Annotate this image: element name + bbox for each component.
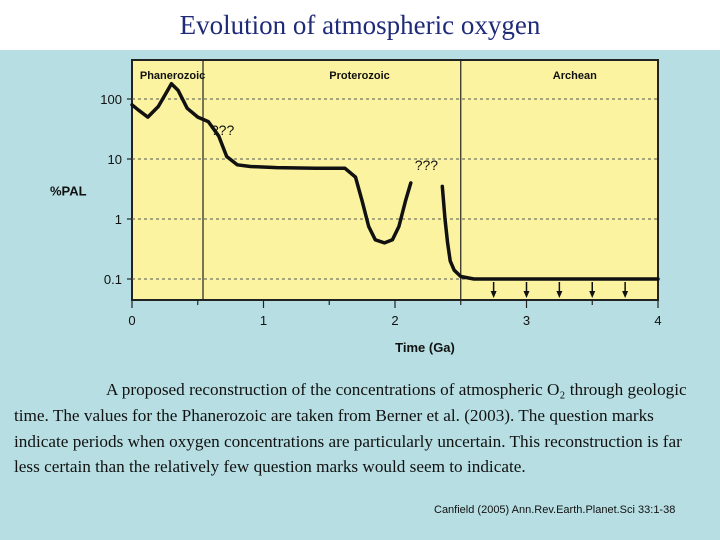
plot-area xyxy=(131,59,659,301)
era-label: Archean xyxy=(553,70,597,82)
uncertainty-annotation: ??? xyxy=(415,157,439,173)
upper-limit-arrowhead xyxy=(523,291,530,298)
y-axis-label: %PAL xyxy=(50,183,87,198)
y-tick-label: 0.1 xyxy=(104,272,122,287)
citation: Canfield (2005) Ann.Rev.Earth.Planet.Sci… xyxy=(434,504,676,516)
x-tick-label: 1 xyxy=(260,313,267,328)
uncertainty-annotation: ??? xyxy=(211,122,235,138)
upper-limit-arrowhead xyxy=(622,291,629,298)
x-axis-label: Time (Ga) xyxy=(395,340,455,355)
oxygen-curve-phanerozoic-proterozoic xyxy=(130,81,413,245)
x-tick-label: 4 xyxy=(654,313,661,328)
y-tick-label: 1 xyxy=(115,212,122,227)
era-label: Phanerozoic xyxy=(140,70,205,82)
title-bar: Evolution of atmospheric oxygen xyxy=(0,0,720,50)
upper-limit-arrowhead xyxy=(589,291,596,298)
y-tick-label: 10 xyxy=(108,152,122,167)
era-label: Proterozoic xyxy=(329,70,390,82)
x-tick-label: 0 xyxy=(128,313,135,328)
upper-limit-arrowhead xyxy=(490,291,497,298)
x-tick-label: 2 xyxy=(391,313,398,328)
slide-title: Evolution of atmospheric oxygen xyxy=(179,10,541,40)
y-tick-label: 100 xyxy=(100,92,122,107)
figure-caption: A proposed reconstruction of the concent… xyxy=(14,380,687,477)
x-tick-label: 3 xyxy=(523,313,530,328)
oxygen-curve-archean xyxy=(440,184,660,281)
upper-limit-arrowhead xyxy=(556,291,563,298)
